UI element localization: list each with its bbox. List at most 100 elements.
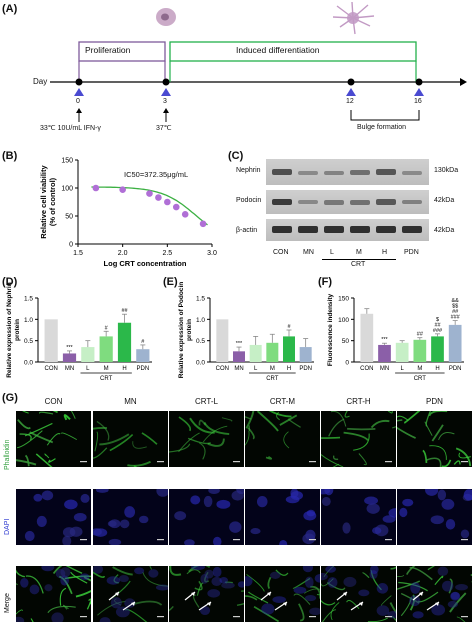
panel-f-letter: (F) [318,276,333,288]
scale-bar [461,616,468,618]
tick-day12: 12 [346,98,354,105]
bar-l [395,342,409,362]
day3-marker [162,78,170,86]
day0-marker [75,78,83,86]
day12-marker [347,78,355,86]
tick-day0: 0 [76,98,80,105]
merge-image-crt-l [169,566,244,622]
bar-mn [378,344,391,362]
actin-blot-strip [266,219,429,241]
crt-group-label: CRT [266,376,279,382]
bar-ytick-label: 1.0 [196,317,205,324]
bar-pdn [136,349,150,362]
significance-label: *** [381,337,388,343]
bar-ytick-label: 0.0 [24,360,33,367]
significance-label: && [451,298,459,304]
blot-kda-podocin: 42kDa [434,197,455,204]
bar-category-label: H [435,366,439,372]
day3-triangle [161,88,171,96]
western-blot [266,159,429,241]
significance-label: *** [66,345,73,351]
col-head-crt-m: CRT-M [269,397,296,406]
differentiated-podocyte-icon [332,1,375,35]
b-data-point [146,190,153,197]
bar-category-label: MN [65,366,74,372]
bar-h [283,336,295,362]
scale-bar [233,616,240,618]
proliferation-box [78,41,166,62]
ic50-chart: 0 50 100 150 1.5 2.0 2.5 3.0 Log CRT concentrati… [39,158,217,269]
significance-label: ### [433,328,443,334]
scale-bar [157,616,164,618]
scale-bar [461,461,468,463]
bar-mn [233,351,245,362]
panel-d-letter: (D) [2,276,18,288]
significance-label: # [141,339,145,345]
phalloidin-image-crt-m [245,411,320,467]
phalloidin-image-con [16,411,91,467]
day0-triangle [74,88,84,96]
scale-bar [385,539,392,541]
col-head-crt-h: CRT-H [346,397,371,406]
phalloidin-image-mn [93,411,168,467]
bar-ytick-label: 1.0 [24,317,33,324]
panel-c-letter: (C) [228,150,244,162]
b-xlabel: Log CRT concentration [104,259,187,268]
b-data-point [155,194,162,201]
blot-kda-nephrin: 130kDa [434,167,459,174]
scale-bar [309,461,316,463]
scale-bar [385,616,392,618]
day12-triangle [346,88,356,96]
differentiation-box [169,41,417,62]
lane-mn: MN [303,249,314,256]
merge-image-crt-h [321,566,396,622]
b-data-point [119,186,126,193]
bar-h [431,336,444,362]
phalloidin-image-crt-h [321,411,396,467]
scale-bar [233,539,240,541]
b-ytick-label: 0 [69,242,73,249]
bar-category-label: MN [380,366,389,372]
condition-mid: 37℃ [156,125,172,132]
significance-label: ### [451,315,461,321]
scale-bar [461,539,468,541]
bar-category-label: L [86,366,90,372]
dapi-image-crt-h [321,489,396,545]
bar-ylabel: Relative expression of Podocinprotein [178,282,193,378]
scale-bar [80,616,87,618]
lane-m: M [356,249,362,256]
lane-l: L [330,249,334,256]
b-data-point [199,220,207,228]
bar-category-label: M [270,366,275,372]
b-xtick-label: 2.0 [118,250,128,257]
col-head-mn: MN [124,397,137,406]
tick-day3: 3 [163,98,167,105]
undifferentiated-cell-icon [156,8,176,26]
bar-ytick-label: 1.5 [24,296,33,303]
day16-marker [415,78,423,86]
dapi-image-crt-l [169,489,244,545]
significance-label: ## [417,332,424,338]
scale-bar [157,539,164,541]
b-fit-curve [91,186,208,226]
row-head-merge: Merge [4,593,11,613]
scale-bar [233,461,240,463]
significance-label: *** [236,341,243,347]
b-xtick-label: 1.5 [73,250,83,257]
scale-bar [309,539,316,541]
bar-con [44,319,58,362]
panel-g-letter: (G) [2,392,18,404]
differentiation-label: Induced differentiation [236,45,320,55]
dapi-image-mn [93,489,168,545]
bar-category-label: PDN [299,366,312,372]
crt-group-label: CRT [414,376,427,382]
phalloidin-image-crt-l [169,411,244,467]
bar-ytick-label: 0 [345,360,349,367]
b-data-point [92,184,100,192]
bar-category-label: MN [234,366,243,372]
proliferation-label: Proliferation [85,45,131,55]
b-xtick-label: 3.0 [207,250,217,257]
dapi-image-crt-m [245,489,320,545]
day16-triangle [414,88,424,96]
